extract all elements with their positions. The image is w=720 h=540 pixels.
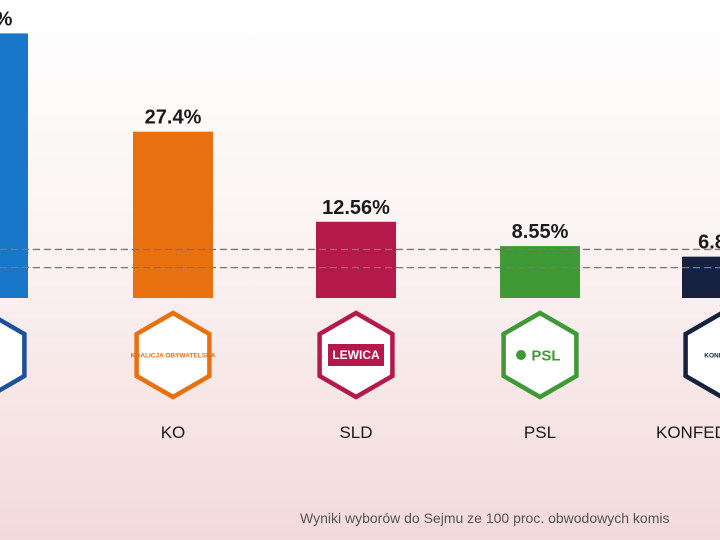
bar-konfederacja (682, 256, 720, 298)
party-logos: SKOALICJA OBYWATELSKALEWICAPSLKONFED (0, 310, 720, 400)
logo-text-konfederacja: KONFED (704, 352, 720, 359)
party-name-sld: SLD (339, 423, 372, 442)
party-name-ko: KO (161, 423, 186, 442)
logo-text-sld: LEWICA (332, 348, 380, 362)
data-label-ko: 27.4% (145, 107, 202, 129)
party-name-konfederacja: KONFED (656, 423, 720, 442)
logo-hexagon-ko (134, 310, 212, 400)
logo-text-ko: KOALICJA OBYWATELSKA (131, 352, 216, 359)
logo-hexagon-psl (501, 310, 579, 400)
logo-badge-lewica (328, 344, 384, 366)
clover-icon (516, 350, 526, 360)
bar-psl (500, 246, 580, 298)
data-label-konfederacja: 6.8… (698, 232, 720, 254)
bar-ko (133, 131, 213, 298)
bars-group (0, 33, 720, 299)
bar-sld (316, 221, 396, 298)
threshold-lines (0, 248, 720, 269)
data-label-pis: …9% (0, 8, 13, 30)
party-name-psl: PSL (524, 423, 556, 442)
bar-pis (0, 33, 28, 299)
logo-hexagon-pis (0, 317, 27, 393)
party-names: KO SLD PSL KONFED (161, 423, 720, 442)
data-label-psl: 8.55% (512, 221, 569, 243)
source-caption: Wyniki wyborów do Sejmu ze 100 proc. obw… (300, 510, 670, 526)
logo-text-psl: PSL (531, 347, 560, 364)
logo-hexagon-konfederacja (683, 311, 720, 399)
data-labels: …9% 27.4% 12.56% 8.55% 6.8… (0, 8, 720, 253)
data-label-sld: 12.56% (322, 197, 390, 219)
